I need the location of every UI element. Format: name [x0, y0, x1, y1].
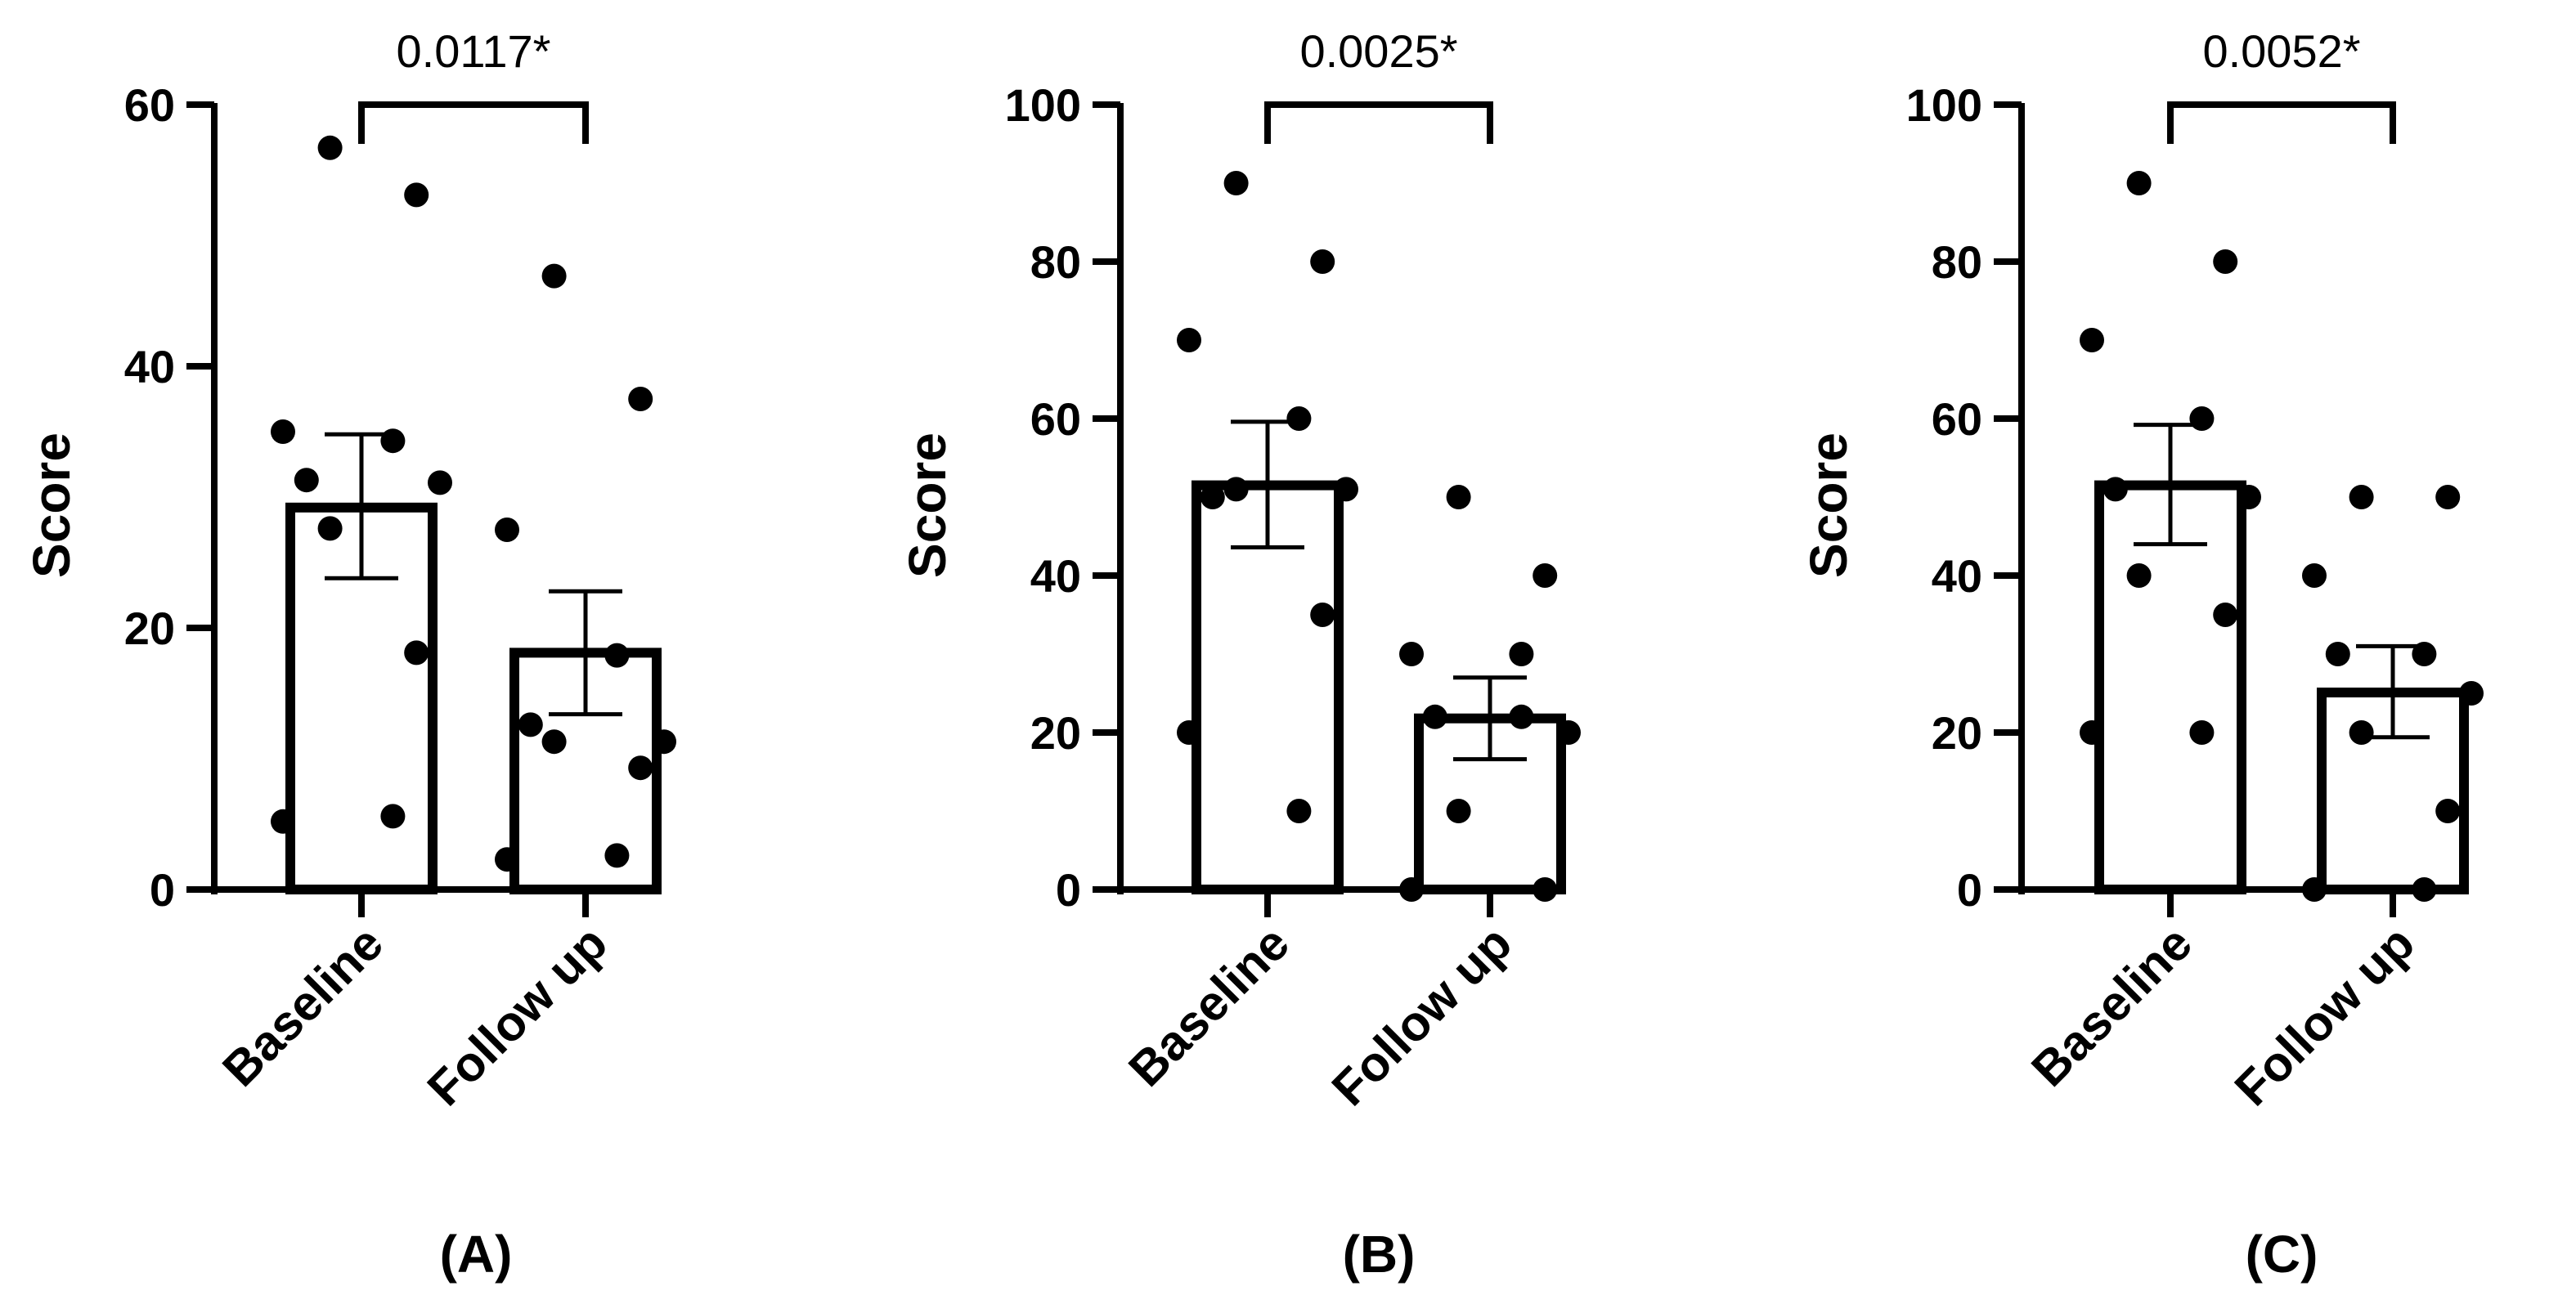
data-point-baseline — [1286, 799, 1312, 823]
chart-panel-b: 0 20 40 60 80 100 Baseline Follow up 0.0025* Scor… — [898, 25, 1581, 1284]
data-point-follow-up — [541, 729, 567, 755]
data-point-follow-up — [495, 847, 519, 872]
data-point-follow-up — [1509, 642, 1534, 666]
y-tick-label: 0 — [150, 864, 175, 916]
y-tick-label: 0 — [1957, 864, 1982, 916]
data-point-baseline — [404, 182, 429, 208]
y-tick-label: 0 — [1056, 864, 1081, 916]
data-point-follow-up — [604, 643, 630, 668]
data-point-baseline — [2126, 563, 2152, 588]
y-tick-label: 40 — [1932, 550, 1982, 602]
data-point-baseline — [2126, 171, 2152, 195]
data-point-baseline — [317, 516, 343, 541]
data-point-baseline — [2103, 477, 2128, 502]
data-point-baseline — [1177, 328, 1201, 352]
y-tick-label: 60 — [124, 79, 175, 131]
y-tick-label: 60 — [1030, 393, 1081, 445]
data-point-baseline — [2189, 720, 2215, 745]
y-tick-label: 60 — [1932, 393, 1982, 445]
bar-baseline — [2094, 480, 2246, 894]
y-axis-title: Score — [1799, 432, 1858, 578]
data-point-follow-up — [2325, 642, 2350, 666]
data-point-follow-up — [628, 387, 653, 411]
y-tick-label: 20 — [1030, 707, 1081, 759]
chart-panel-c: 0 20 40 60 80 100 Baseline Follow up 0.0052* Scor… — [1799, 25, 2484, 1284]
significance-bracket — [358, 101, 589, 144]
x-category-label: Baseline — [2021, 916, 2202, 1097]
data-point-baseline — [2213, 249, 2238, 274]
data-point-follow-up — [2302, 563, 2327, 588]
x-category-label: Baseline — [1118, 916, 1299, 1097]
data-point-follow-up — [2459, 681, 2484, 706]
panel-label: (C) — [2246, 1225, 2318, 1284]
p-value-label: 0.0117* — [397, 25, 551, 77]
data-point-follow-up — [652, 729, 676, 755]
significance-bracket — [2167, 101, 2396, 144]
data-point-baseline — [1310, 603, 1335, 627]
x-category-label: Baseline — [212, 916, 393, 1097]
data-point-baseline — [2189, 406, 2215, 431]
chart-panel-a: 0 20 40 60 Baseline Follow up 0.0117* Score (A) — [22, 25, 676, 1284]
panel-label: (A) — [440, 1225, 513, 1284]
data-point-follow-up — [1399, 877, 1424, 902]
data-point-baseline — [2213, 603, 2238, 627]
data-point-baseline — [1223, 171, 1249, 195]
data-point-baseline — [2237, 485, 2261, 509]
data-point-baseline — [1177, 720, 1201, 745]
data-point-baseline — [1334, 477, 1358, 502]
y-tick-label: 80 — [1030, 236, 1081, 288]
x-category-label: Follow up — [1322, 916, 1522, 1116]
x-category-label: Follow up — [2224, 916, 2425, 1116]
p-value-label: 0.0025* — [1299, 25, 1457, 77]
data-point-baseline — [271, 419, 295, 444]
y-tick-label: 100 — [1906, 79, 1982, 131]
data-point-follow-up — [2435, 485, 2461, 509]
data-point-follow-up — [1446, 485, 1471, 509]
data-point-baseline — [428, 470, 452, 495]
y-tick-label: 20 — [1932, 707, 1982, 759]
y-tick-label: 40 — [1030, 550, 1081, 602]
data-point-follow-up — [1533, 563, 1558, 588]
y-tick-label: 80 — [1932, 236, 1982, 288]
data-point-follow-up — [541, 263, 567, 289]
data-point-follow-up — [1422, 704, 1447, 729]
data-point-follow-up — [2349, 485, 2374, 509]
data-point-baseline — [1310, 249, 1335, 274]
data-point-follow-up — [2302, 877, 2327, 902]
data-point-follow-up — [1509, 704, 1534, 729]
data-point-follow-up — [1446, 799, 1471, 823]
data-point-follow-up — [1556, 720, 1581, 745]
data-point-baseline — [2080, 328, 2104, 352]
data-point-follow-up — [1399, 642, 1424, 666]
data-point-baseline — [1223, 477, 1249, 502]
data-point-follow-up — [2349, 720, 2374, 745]
data-point-follow-up — [604, 843, 630, 868]
data-point-baseline — [294, 468, 319, 493]
data-point-follow-up — [518, 712, 543, 737]
significance-bracket — [1264, 101, 1493, 144]
y-axis-title: Score — [898, 432, 957, 578]
data-point-baseline — [2080, 720, 2104, 745]
data-point-follow-up — [1533, 877, 1558, 902]
bar-baseline — [1192, 480, 1344, 894]
p-value-label: 0.0052* — [2202, 25, 2360, 77]
data-point-follow-up — [2412, 877, 2437, 902]
data-point-baseline — [1200, 485, 1225, 509]
data-point-baseline — [317, 135, 343, 160]
data-point-baseline — [404, 640, 429, 665]
data-point-follow-up — [628, 755, 653, 781]
panel-label: (B) — [1343, 1225, 1416, 1284]
data-point-baseline — [380, 804, 406, 829]
data-point-follow-up — [2435, 799, 2461, 823]
x-category-label: Follow up — [417, 916, 617, 1116]
y-tick-label: 40 — [124, 341, 175, 392]
y-tick-label: 100 — [1005, 79, 1081, 131]
data-point-baseline — [271, 809, 295, 834]
y-axis-title: Score — [22, 432, 81, 578]
data-point-follow-up — [495, 518, 519, 542]
y-tick-label: 20 — [124, 603, 175, 654]
data-point-baseline — [1286, 406, 1312, 431]
